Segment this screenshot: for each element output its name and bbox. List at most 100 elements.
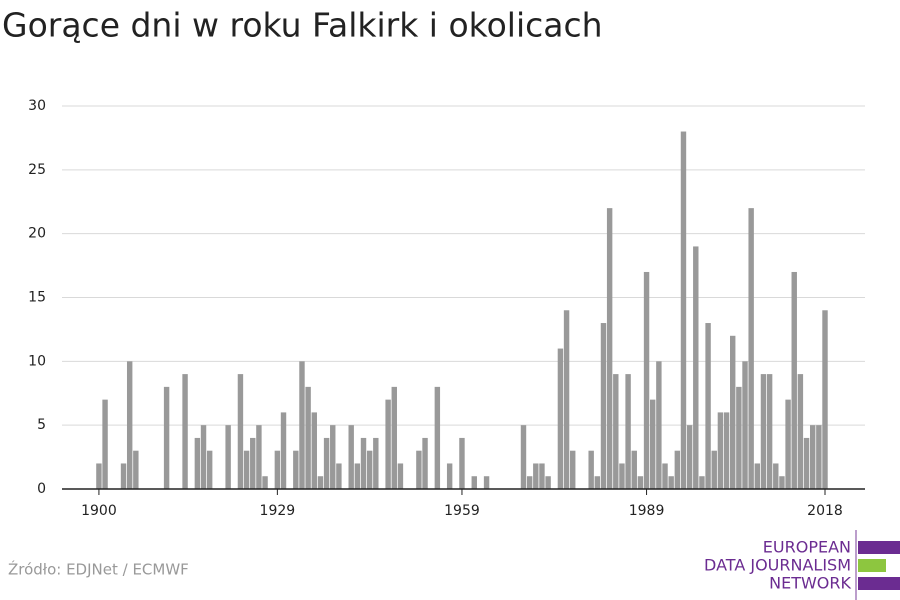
bar xyxy=(133,450,139,489)
bar xyxy=(613,374,619,489)
bar xyxy=(557,348,564,489)
y-tick-label: 25 xyxy=(28,162,46,178)
y-tick-label: 5 xyxy=(37,417,46,433)
bar xyxy=(723,412,730,489)
bar xyxy=(736,386,742,489)
logo-bar xyxy=(858,577,900,590)
bar xyxy=(650,399,656,489)
bar xyxy=(366,450,373,489)
logo-text: EUROPEAN xyxy=(763,538,851,557)
bar xyxy=(385,399,391,489)
x-tick-label: 2018 xyxy=(807,503,843,519)
logo-text: NETWORK xyxy=(769,574,851,593)
bar xyxy=(742,361,748,489)
bar xyxy=(471,476,477,489)
bar xyxy=(779,476,785,489)
bar xyxy=(305,386,311,489)
bar xyxy=(686,425,693,489)
bar xyxy=(816,425,822,489)
y-tick-label: 20 xyxy=(28,226,46,242)
bar xyxy=(354,463,361,489)
logo-text: DATA JOURNALISM xyxy=(704,556,851,575)
bar xyxy=(434,386,441,489)
bar xyxy=(680,131,687,490)
x-tick-label: 1989 xyxy=(629,503,665,519)
bar xyxy=(699,476,705,489)
bar xyxy=(803,437,810,489)
bar xyxy=(293,450,299,489)
bar xyxy=(693,246,699,489)
bar xyxy=(533,463,539,489)
bar xyxy=(163,386,170,489)
bar xyxy=(348,425,354,489)
bar xyxy=(330,425,336,489)
bar xyxy=(791,271,797,489)
bar xyxy=(643,271,650,489)
bar xyxy=(674,450,681,489)
bar xyxy=(785,399,791,489)
bar xyxy=(416,450,422,489)
bar xyxy=(391,386,397,489)
x-tick-label: 1929 xyxy=(260,503,296,519)
bar xyxy=(822,310,828,489)
bar xyxy=(483,476,490,489)
bar xyxy=(668,476,674,489)
bar xyxy=(459,437,465,489)
bar xyxy=(280,412,287,489)
bar xyxy=(120,463,127,489)
bar xyxy=(594,476,601,489)
bar xyxy=(797,374,804,489)
bar xyxy=(446,463,453,489)
bar xyxy=(748,208,754,489)
y-tick-label: 15 xyxy=(28,290,46,306)
bar xyxy=(526,476,533,489)
bar xyxy=(126,361,133,489)
bar xyxy=(373,437,379,489)
y-tick-label: 0 xyxy=(37,481,46,497)
bar xyxy=(539,463,545,489)
bar xyxy=(200,425,207,489)
bar xyxy=(299,361,305,489)
bar xyxy=(705,323,711,489)
bar xyxy=(662,463,668,489)
bar xyxy=(631,450,637,489)
bar xyxy=(625,374,631,489)
bar xyxy=(262,476,268,489)
bar xyxy=(256,425,262,489)
bar xyxy=(760,374,767,489)
x-tick-label: 1959 xyxy=(444,503,480,519)
bar xyxy=(360,437,367,489)
bar xyxy=(619,463,625,489)
bar xyxy=(520,425,527,489)
bar xyxy=(397,463,404,489)
bar xyxy=(250,437,256,489)
bar xyxy=(717,412,724,489)
bar xyxy=(729,335,736,489)
bar xyxy=(102,399,108,489)
bar xyxy=(243,450,250,489)
chart-title: Gorące dni w roku Falkirk i okolicach xyxy=(2,6,603,45)
bar xyxy=(237,374,244,489)
bar xyxy=(637,476,644,489)
bar xyxy=(656,361,662,489)
bar xyxy=(809,425,816,489)
y-tick-label: 10 xyxy=(28,353,46,369)
bar xyxy=(317,476,324,489)
bar xyxy=(606,208,613,489)
bar xyxy=(766,374,773,489)
bar xyxy=(311,412,317,489)
bar xyxy=(754,463,761,489)
bar xyxy=(336,463,342,489)
source: Źródło: EDJNet / ECMWF xyxy=(8,560,189,579)
bar xyxy=(96,463,102,489)
bar xyxy=(182,374,188,489)
logo-bar xyxy=(858,559,886,572)
bar xyxy=(206,450,213,489)
bar xyxy=(194,437,201,489)
logo-bar xyxy=(858,541,900,554)
bar xyxy=(773,463,779,489)
bar xyxy=(711,450,717,489)
bar xyxy=(563,310,570,489)
